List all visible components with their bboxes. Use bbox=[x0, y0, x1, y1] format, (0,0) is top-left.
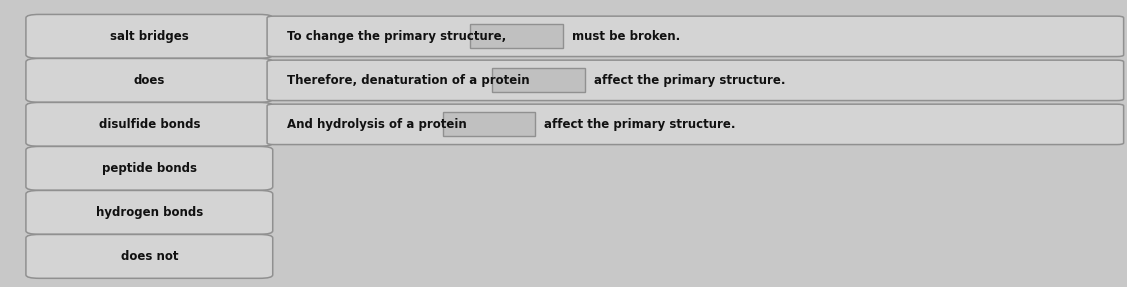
FancyBboxPatch shape bbox=[267, 104, 1124, 145]
Text: disulfide bonds: disulfide bonds bbox=[98, 118, 201, 131]
FancyBboxPatch shape bbox=[26, 59, 273, 102]
FancyBboxPatch shape bbox=[26, 146, 273, 190]
Bar bbox=[443, 112, 535, 136]
Bar bbox=[470, 24, 562, 49]
FancyBboxPatch shape bbox=[267, 16, 1124, 57]
FancyBboxPatch shape bbox=[26, 14, 273, 58]
FancyBboxPatch shape bbox=[26, 102, 273, 146]
Bar bbox=[492, 68, 585, 92]
Text: peptide bonds: peptide bonds bbox=[101, 162, 197, 175]
Text: To change the primary structure,: To change the primary structure, bbox=[287, 30, 507, 43]
Text: Therefore, denaturation of a protein: Therefore, denaturation of a protein bbox=[287, 74, 530, 87]
Text: does: does bbox=[134, 74, 165, 87]
FancyBboxPatch shape bbox=[26, 234, 273, 278]
Text: must be broken.: must be broken. bbox=[571, 30, 680, 43]
FancyBboxPatch shape bbox=[267, 60, 1124, 100]
Text: does not: does not bbox=[121, 250, 178, 263]
Text: salt bridges: salt bridges bbox=[110, 30, 188, 43]
Text: affect the primary structure.: affect the primary structure. bbox=[544, 118, 736, 131]
Text: affect the primary structure.: affect the primary structure. bbox=[594, 74, 786, 87]
FancyBboxPatch shape bbox=[26, 191, 273, 234]
Text: And hydrolysis of a protein: And hydrolysis of a protein bbox=[287, 118, 467, 131]
Text: hydrogen bonds: hydrogen bonds bbox=[96, 206, 203, 219]
